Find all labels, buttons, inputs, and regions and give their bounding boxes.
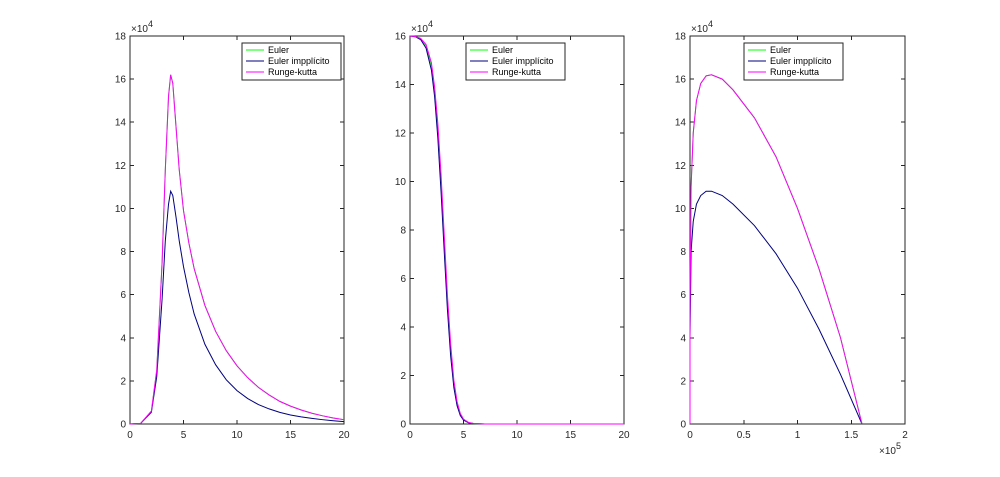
y-tick-label: 2: [680, 376, 686, 387]
y-tick-label: 12: [395, 129, 407, 140]
series-line-euler-imppl-cito: [409, 35, 624, 425]
x-tick-label: 1.5: [844, 430, 858, 441]
y-tick-label: 2: [400, 371, 406, 382]
y-exponent-label: ×104: [411, 19, 433, 35]
x-tick-label: 10: [231, 430, 243, 441]
legend-entry: Euler impplícito: [268, 56, 330, 66]
x-tick-label: 10: [511, 430, 523, 441]
y-tick-label: 18: [115, 32, 127, 43]
series-line-euler: [409, 35, 624, 425]
y-tick-label: 4: [680, 333, 686, 344]
x-tick-label: 0: [407, 430, 413, 441]
y-tick-label: 14: [675, 118, 687, 129]
x-tick-label: 0.5: [737, 430, 751, 441]
y-tick-label: 10: [395, 177, 407, 188]
series-line-runge-kutta: [129, 74, 345, 425]
x-tick-label: 20: [618, 430, 630, 441]
axes-box: [689, 35, 906, 425]
y-exponent-value: 4: [148, 19, 153, 29]
y-tick-label: 4: [120, 333, 126, 344]
series-line-runge-kutta: [689, 74, 863, 425]
x-tick-label: 5: [181, 430, 187, 441]
legend-entry: Runge-kutta: [770, 67, 819, 77]
y-tick-label: 8: [400, 226, 406, 237]
legend-entry: Euler: [770, 45, 791, 55]
legend-entry: Euler: [268, 45, 289, 55]
y-tick-label: 14: [395, 80, 407, 91]
y-tick-label: 0: [400, 420, 406, 431]
y-tick-label: 0: [680, 420, 686, 431]
x-tick-label: 20: [338, 430, 350, 441]
y-tick-label: 16: [675, 75, 687, 86]
x-tick-label: 0: [127, 430, 133, 441]
x-tick-label: 0: [687, 430, 693, 441]
y-tick-label: 2: [120, 376, 126, 387]
y-tick-label: 12: [115, 161, 127, 172]
legend-box: [743, 42, 844, 81]
y-tick-label: 12: [675, 161, 687, 172]
x-exponent-label: ×105: [879, 441, 901, 457]
y-tick-label: 10: [115, 204, 127, 215]
y-tick-label: 4: [400, 323, 406, 334]
y-exponent-value: 4: [428, 19, 433, 29]
axes-box: [409, 35, 625, 425]
y-tick-label: 8: [680, 247, 686, 258]
y-tick-label: 16: [395, 32, 407, 43]
legend-entry: Runge-kutta: [492, 67, 541, 77]
y-tick-label: 6: [120, 290, 126, 301]
x-tick-label: 5: [461, 430, 467, 441]
series-line-euler-imppl-cito: [129, 189, 345, 425]
y-tick-label: 6: [680, 290, 686, 301]
y-tick-label: 0: [120, 420, 126, 431]
y-exponent-value: 4: [708, 19, 713, 29]
series-line-euler: [689, 74, 863, 425]
series-line-euler-imppl-cito: [689, 190, 863, 425]
y-tick-label: 8: [120, 247, 126, 258]
x-tick-label: 1: [795, 430, 801, 441]
y-tick-label: 16: [115, 75, 127, 86]
subplot-3: 0 0.5 1 1.5 2 0 2 4 6 8 10 12 14 16 18 ×104 ×105 EulerEul…: [675, 19, 908, 457]
y-tick-label: 18: [675, 32, 687, 43]
y-tick-label: 10: [675, 204, 687, 215]
legend-entry: Euler: [492, 45, 513, 55]
y-exponent-label: ×104: [131, 19, 153, 35]
legend-entry: Runge-kutta: [268, 67, 317, 77]
legend-entry: Euler impplícito: [492, 56, 554, 66]
y-exponent-label: ×104: [691, 19, 713, 35]
x-tick-label: 2: [902, 430, 908, 441]
y-tick-label: 6: [400, 274, 406, 285]
series-line-runge-kutta: [409, 35, 624, 425]
legend-entry: Euler impplícito: [770, 56, 832, 66]
x-exponent-value: 5: [896, 441, 901, 451]
y-tick-label: 14: [115, 118, 127, 129]
x-tick-label: 15: [565, 430, 577, 441]
x-tick-label: 15: [285, 430, 297, 441]
